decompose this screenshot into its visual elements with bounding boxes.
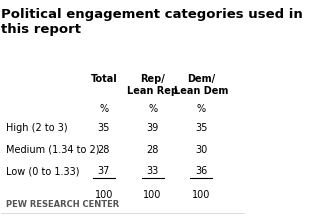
- Text: 100: 100: [143, 190, 162, 200]
- Text: 100: 100: [192, 190, 211, 200]
- Text: 35: 35: [195, 123, 208, 133]
- Text: 39: 39: [146, 123, 159, 133]
- Text: Political engagement categories used in
this report: Political engagement categories used in …: [1, 8, 303, 36]
- Text: Low (0 to 1.33): Low (0 to 1.33): [6, 166, 80, 176]
- Text: 33: 33: [146, 166, 159, 176]
- Text: 28: 28: [98, 145, 110, 155]
- Text: PEW RESEARCH CENTER: PEW RESEARCH CENTER: [6, 200, 120, 209]
- Text: Dem/
Lean Dem: Dem/ Lean Dem: [174, 74, 229, 96]
- Text: 28: 28: [146, 145, 159, 155]
- Text: 30: 30: [195, 145, 208, 155]
- Text: Rep/
Lean Rep: Rep/ Lean Rep: [127, 74, 178, 96]
- Text: High (2 to 3): High (2 to 3): [6, 123, 68, 133]
- Text: %: %: [99, 104, 108, 114]
- Text: %: %: [197, 104, 206, 114]
- Text: Medium (1.34 to 2): Medium (1.34 to 2): [6, 145, 100, 155]
- Text: 36: 36: [195, 166, 208, 176]
- Text: 35: 35: [98, 123, 110, 133]
- Text: %: %: [148, 104, 157, 114]
- Text: 37: 37: [98, 166, 110, 176]
- Text: Total: Total: [91, 74, 117, 84]
- Text: 100: 100: [95, 190, 113, 200]
